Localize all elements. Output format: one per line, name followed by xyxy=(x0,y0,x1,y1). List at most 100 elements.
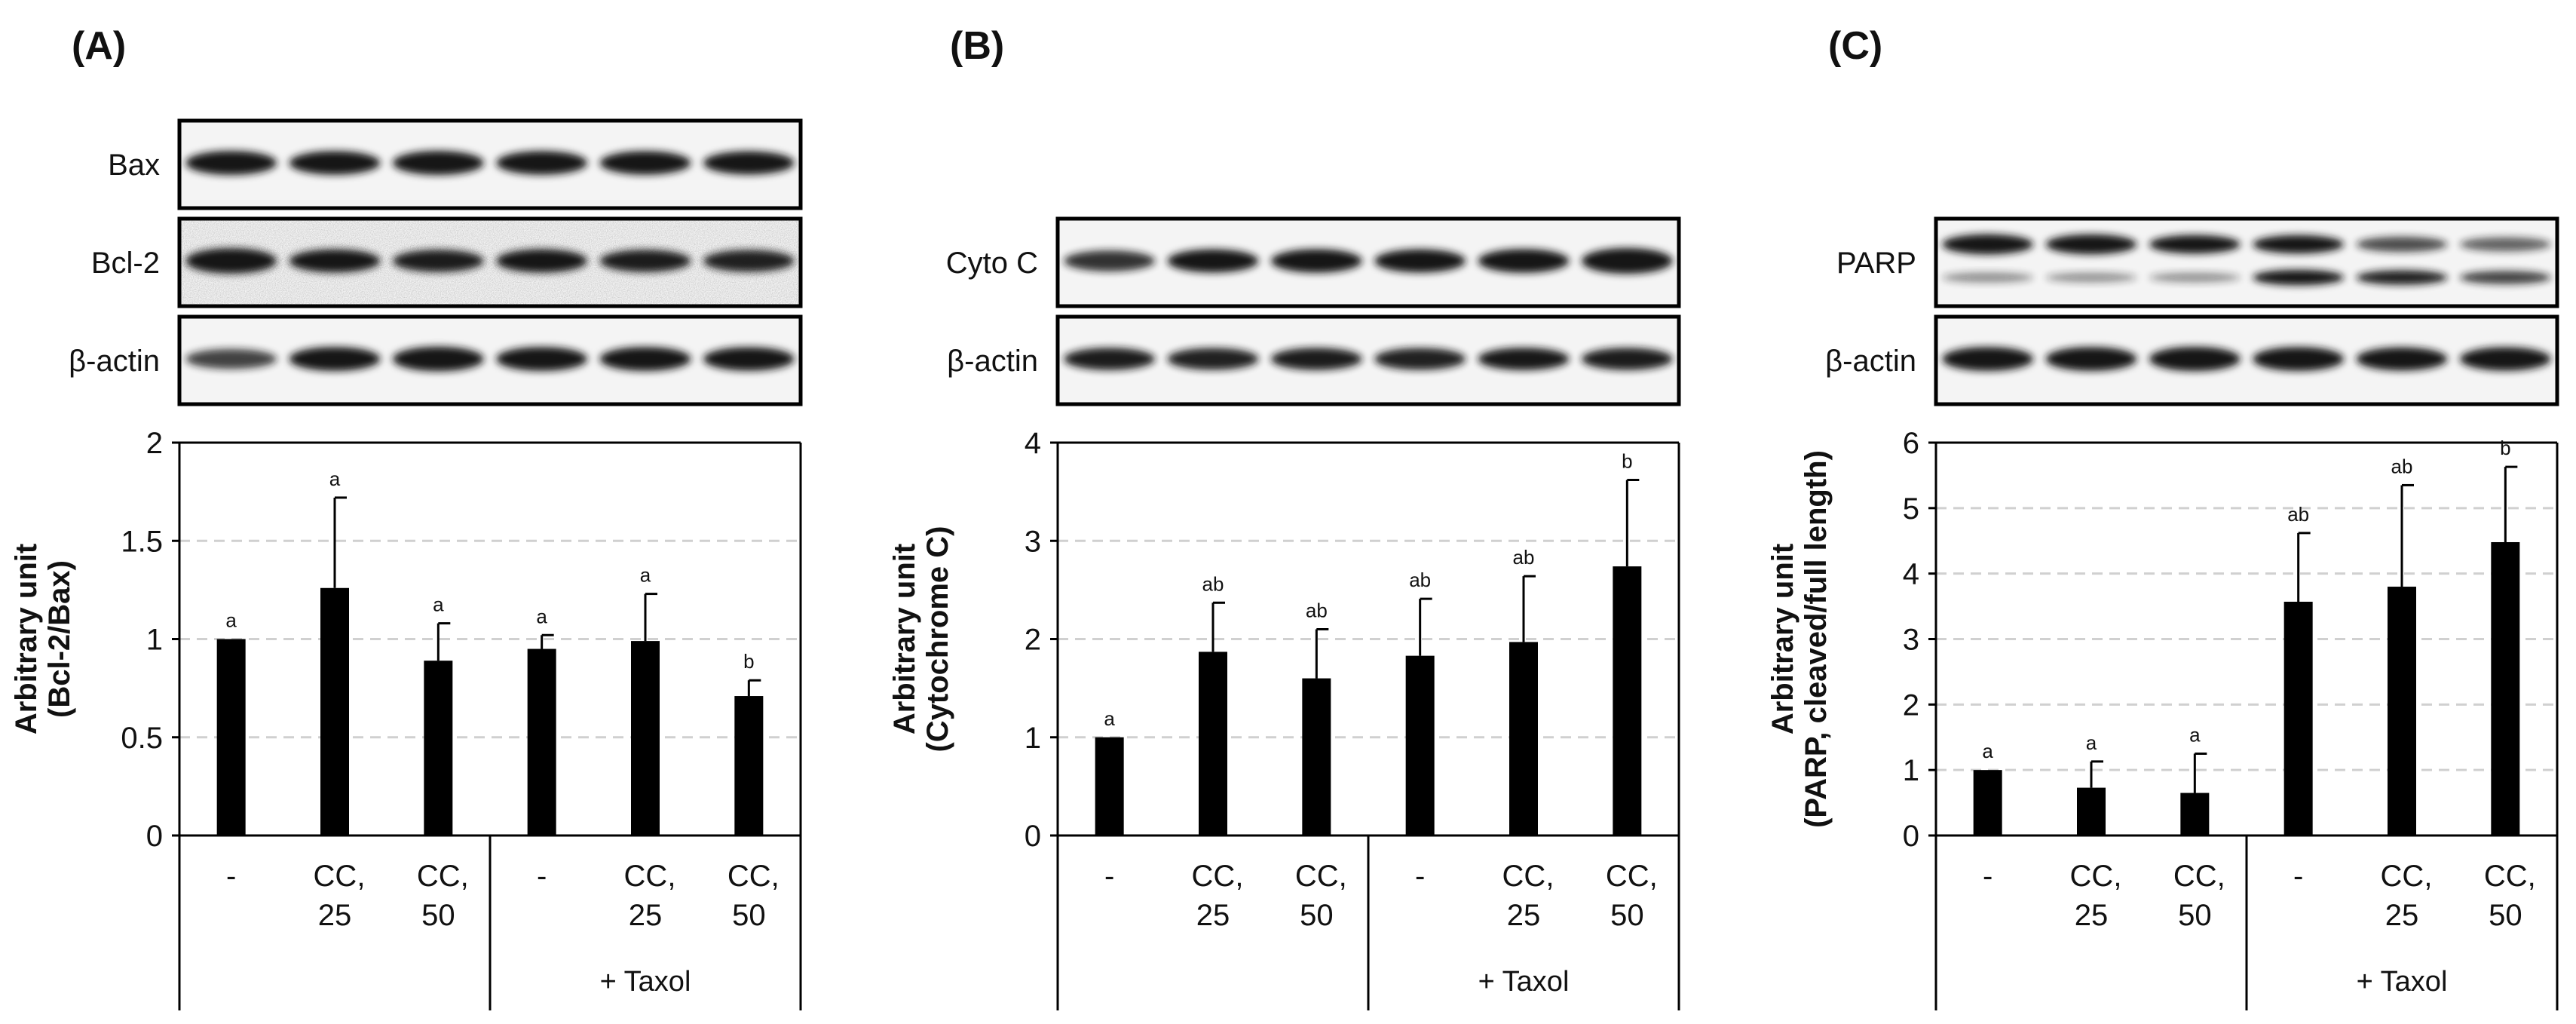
blot-band xyxy=(1374,249,1466,273)
category-label: - xyxy=(1104,860,1114,893)
blot-background xyxy=(1936,219,2557,306)
category-label: 50 xyxy=(421,899,455,932)
bar-chart: 0 1 2 3 4 Arbitrary unit(Cytochrome C) a - ab CC,… xyxy=(888,427,1680,1010)
significance-letter: a xyxy=(1104,707,1115,730)
bar xyxy=(2077,787,2106,835)
y-tick-label: 4 xyxy=(1903,558,1919,591)
blot-band xyxy=(2356,236,2448,253)
category-label: - xyxy=(537,860,547,893)
blot-2: β-actin xyxy=(69,314,803,406)
blot-0: Cyto C xyxy=(946,216,1681,308)
category-label: CC, xyxy=(2070,860,2122,893)
y-axis-title: Arbitrary unit(Cytochrome C) xyxy=(888,526,954,752)
panel-letter: (C) xyxy=(1828,24,1882,68)
y-tick-label: 1 xyxy=(1903,754,1919,787)
significance-letter: a xyxy=(536,605,547,627)
blot-band xyxy=(2045,234,2137,255)
y-tick-label: 5 xyxy=(1903,492,1919,526)
blot-0: PARP xyxy=(1836,216,2559,308)
blot-frame xyxy=(1055,314,1681,406)
bar xyxy=(1095,737,1124,835)
bar xyxy=(216,639,246,835)
bar xyxy=(527,648,556,835)
panel-0: (A) Bax Bcl-2 β-actin 0 0.5 1 1.5 2 Arbitrary uni… xyxy=(10,24,803,1010)
significance-letter: ab xyxy=(1409,569,1431,591)
group-label: + Taxol xyxy=(2357,966,2448,998)
blot-band xyxy=(2045,347,2137,371)
blot-band xyxy=(185,248,277,274)
blot-band xyxy=(703,250,795,272)
blot-band xyxy=(2459,237,2551,252)
category-label: 25 xyxy=(629,899,663,932)
y-tick-label: 0 xyxy=(146,820,163,853)
group-label: + Taxol xyxy=(600,966,691,998)
blot-band xyxy=(1167,249,1259,273)
blot-band xyxy=(1581,247,1673,274)
blot-background xyxy=(1058,317,1679,404)
blot-frame xyxy=(177,314,803,406)
category-label: 25 xyxy=(2075,899,2109,932)
blot-label: PARP xyxy=(1836,247,1916,280)
y-axis-title-line2: (PARP, cleaved/full length) xyxy=(1800,450,1833,828)
blot-band xyxy=(1270,348,1362,370)
bar xyxy=(631,641,660,835)
blot-band xyxy=(703,151,795,175)
significance-letter: ab xyxy=(2391,455,2413,477)
y-axis-title-line1: Arbitrary unit xyxy=(10,544,43,734)
category-label: CC, xyxy=(2484,860,2536,893)
blot-band xyxy=(2045,272,2137,283)
blot-0: Bax xyxy=(108,118,803,210)
y-tick-label: 2 xyxy=(1903,688,1919,722)
y-tick-label: 2 xyxy=(146,427,163,460)
blot-band xyxy=(1942,347,2034,371)
bar xyxy=(2283,602,2313,835)
y-tick-label: 4 xyxy=(1025,427,1041,460)
blot-band xyxy=(1478,249,1570,273)
blot-frame xyxy=(1934,314,2559,406)
blot-1: Bcl-2 xyxy=(91,216,803,308)
significance-letter: ab xyxy=(1513,546,1535,569)
blot-band xyxy=(2253,347,2345,371)
category-label: - xyxy=(1983,860,1992,893)
category-label: 25 xyxy=(318,899,352,932)
blot-band xyxy=(599,151,691,175)
blot-band xyxy=(1942,272,2034,283)
significance-letter: b xyxy=(743,650,754,673)
category-label: 50 xyxy=(2489,899,2522,932)
significance-letter: a xyxy=(225,609,237,632)
category-label: 50 xyxy=(2178,899,2212,932)
significance-letter: ab xyxy=(1202,572,1224,595)
blot-band xyxy=(2459,347,2551,371)
significance-letter: a xyxy=(1982,740,1993,762)
bar xyxy=(1199,651,1227,835)
y-tick-label: 3 xyxy=(1025,525,1041,558)
category-label: - xyxy=(226,860,236,893)
category-label: - xyxy=(1415,860,1425,893)
y-tick-label: 3 xyxy=(1903,624,1919,657)
y-axis-title-line2: (Cytochrome C) xyxy=(921,526,954,752)
blot-label: Cyto C xyxy=(946,247,1038,280)
category-label: CC, xyxy=(624,860,676,893)
blot-band xyxy=(599,347,691,371)
y-axis-title-line2: (Bcl-2/Bax) xyxy=(43,560,76,718)
category-label: CC, xyxy=(1502,860,1554,893)
blot-noise xyxy=(181,220,799,305)
y-axis-title: Arbitrary unit(PARP, cleaved/full length… xyxy=(1766,450,1833,828)
category-label: 50 xyxy=(732,899,766,932)
category-label: CC, xyxy=(1192,860,1244,893)
blot-1: β-actin xyxy=(947,314,1681,406)
blot-band xyxy=(1270,249,1362,273)
category-label: CC, xyxy=(417,860,469,893)
blot-band xyxy=(2149,346,2241,372)
panel-letter: (A) xyxy=(72,24,126,68)
blot-band xyxy=(703,347,795,371)
bar-chart: 0 0.5 1 1.5 2 Arbitrary unit(Bcl-2/Bax) a - a CC,… xyxy=(10,427,802,1010)
bar-chart: 0 1 2 3 4 5 6 Arbitrary unit(PARP, cleaved/full… xyxy=(1766,427,2559,1010)
significance-letter: a xyxy=(2086,731,2097,754)
blot-band xyxy=(1167,348,1259,370)
category-label: CC, xyxy=(314,860,366,893)
blot-band xyxy=(2149,235,2241,254)
bar xyxy=(734,696,764,835)
significance-letter: ab xyxy=(2287,503,2309,526)
y-axis-title-line1: Arbitrary unit xyxy=(888,544,921,734)
